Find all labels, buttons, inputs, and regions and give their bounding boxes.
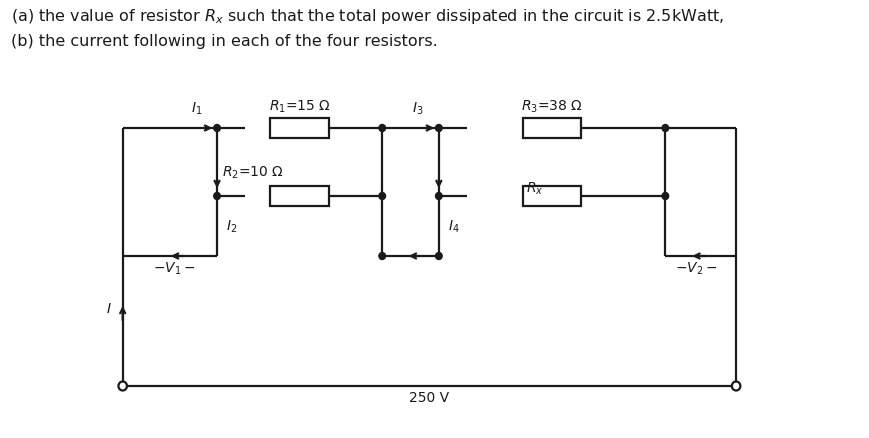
Text: $R_1$=15 Ω: $R_1$=15 Ω [269,99,331,115]
Text: $-V_2-$: $-V_2-$ [674,261,717,277]
Text: (b) the current following in each of the four resistors.: (b) the current following in each of the… [11,34,438,49]
Text: 250 V: 250 V [409,390,449,404]
Bar [523,119,581,139]
Circle shape [435,193,442,200]
Text: $R_2$=10 Ω: $R_2$=10 Ω [222,164,284,180]
Bar [523,187,581,207]
Circle shape [118,381,127,391]
Text: $R_3$=38 Ω: $R_3$=38 Ω [521,99,583,115]
Circle shape [379,253,386,260]
Circle shape [732,381,740,391]
Circle shape [435,253,442,260]
Text: $I$: $I$ [106,301,111,315]
Circle shape [214,193,221,200]
Circle shape [662,125,668,132]
Bar [270,187,328,207]
Circle shape [379,125,386,132]
Circle shape [662,193,668,200]
Circle shape [214,125,221,132]
Circle shape [379,193,386,200]
Text: $I_3$: $I_3$ [413,100,424,117]
Text: $R_x$: $R_x$ [526,180,543,197]
Text: $I_1$: $I_1$ [190,100,202,117]
Text: $I_2$: $I_2$ [227,219,238,235]
Bar [270,119,328,139]
Text: $I_4$: $I_4$ [448,219,460,235]
Text: $-V_1-$: $-V_1-$ [153,261,196,277]
Text: (a) the value of resistor $R_x$ such that the total power dissipated in the circ: (a) the value of resistor $R_x$ such tha… [11,7,725,26]
Circle shape [435,125,442,132]
